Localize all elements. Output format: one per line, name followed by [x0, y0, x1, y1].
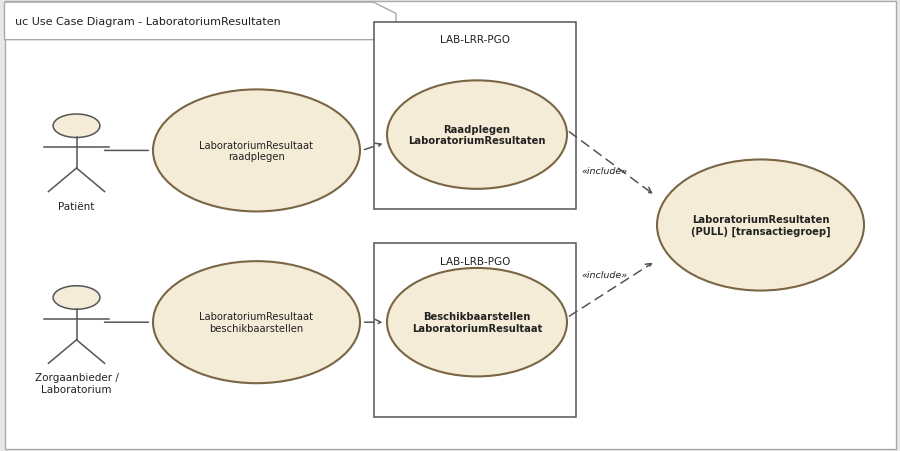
- Ellipse shape: [657, 160, 864, 291]
- Polygon shape: [4, 3, 396, 41]
- Text: LAB-LRB-PGO: LAB-LRB-PGO: [439, 256, 510, 266]
- FancyBboxPatch shape: [4, 2, 896, 449]
- Text: uc Use Case Diagram - LaboratoriumResultaten: uc Use Case Diagram - LaboratoriumResult…: [15, 17, 281, 27]
- Text: Patiënt: Patiënt: [58, 201, 94, 211]
- FancyBboxPatch shape: [374, 23, 576, 210]
- Text: Raadplegen
LaboratoriumResultaten: Raadplegen LaboratoriumResultaten: [409, 124, 545, 146]
- Circle shape: [53, 286, 100, 309]
- Text: «include»: «include»: [581, 271, 628, 280]
- Ellipse shape: [387, 268, 567, 377]
- Text: Beschikbaarstellen
LaboratoriumResultaat: Beschikbaarstellen LaboratoriumResultaat: [412, 312, 542, 333]
- Circle shape: [53, 115, 100, 138]
- Text: LaboratoriumResultaten
(PULL) [transactiegroep]: LaboratoriumResultaten (PULL) [transacti…: [690, 215, 831, 236]
- Text: LaboratoriumResultaat
raadplegen: LaboratoriumResultaat raadplegen: [200, 140, 313, 162]
- Text: Zorgaanbieder /
Laboratorium: Zorgaanbieder / Laboratorium: [34, 373, 119, 394]
- Ellipse shape: [153, 262, 360, 383]
- Ellipse shape: [153, 90, 360, 212]
- FancyBboxPatch shape: [374, 244, 576, 417]
- Text: LAB-LRR-PGO: LAB-LRR-PGO: [440, 35, 509, 45]
- Text: LaboratoriumResultaat
beschikbaarstellen: LaboratoriumResultaat beschikbaarstellen: [200, 312, 313, 333]
- Text: «include»: «include»: [581, 167, 628, 176]
- Ellipse shape: [387, 81, 567, 189]
